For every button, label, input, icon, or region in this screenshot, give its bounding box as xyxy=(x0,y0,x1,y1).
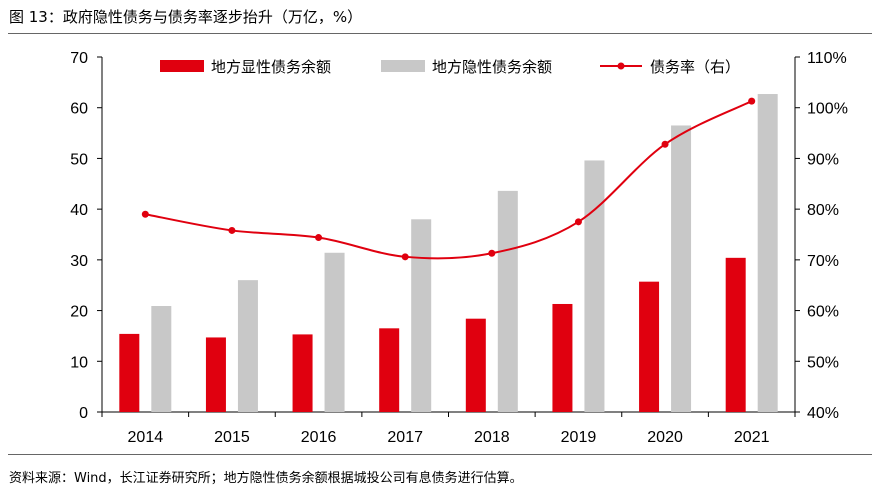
hidden-debt-bar xyxy=(411,219,432,412)
explicit-debt-bar xyxy=(292,334,313,412)
left-tick-label: 20 xyxy=(70,304,88,321)
x-tick-label: 2021 xyxy=(734,429,770,446)
hidden-debt-bar xyxy=(324,252,345,412)
x-tick-label: 2020 xyxy=(647,429,683,446)
combo-chart: 0 10 20 30 40 50 60 70 40% 50% 60% 70% 80% 90% 100% 110… xyxy=(70,50,848,446)
x-tick-label: 2019 xyxy=(561,429,597,446)
ratio-point xyxy=(574,218,582,226)
hidden-debt-bar xyxy=(497,190,518,412)
title-divider xyxy=(8,33,872,34)
x-tick-label: 2015 xyxy=(214,429,250,446)
ratio-point xyxy=(488,249,496,257)
left-tick-label: 0 xyxy=(79,405,88,422)
explicit-debt-bar xyxy=(552,303,573,412)
ratio-point xyxy=(748,97,756,105)
x-tick-label: 2016 xyxy=(301,429,337,446)
right-tick-label: 70% xyxy=(807,253,839,270)
right-tick-label: 40% xyxy=(807,405,839,422)
source-note: 资料来源：Wind，长江证券研究所；地方隐性债务余额根据城投公司有息债务进行估算… xyxy=(9,471,523,486)
right-tick-label: 100% xyxy=(807,101,848,118)
legend-explicit-swatch xyxy=(160,60,204,72)
right-tick-label: 50% xyxy=(807,354,839,371)
ratio-point xyxy=(228,226,236,234)
legend-ratio-marker xyxy=(617,62,625,70)
left-tick-label: 60 xyxy=(70,101,88,118)
left-tick-label: 50 xyxy=(70,151,88,168)
source-divider xyxy=(8,454,872,455)
ratio-point xyxy=(315,234,323,242)
left-tick-label: 70 xyxy=(70,50,88,67)
x-tick-label: 2014 xyxy=(128,429,164,446)
hidden-debt-bar xyxy=(237,280,258,412)
ratio-point xyxy=(401,253,409,261)
ratio-point xyxy=(661,140,669,148)
explicit-debt-bar xyxy=(205,337,226,412)
left-tick-label: 30 xyxy=(70,253,88,270)
legend-hidden-swatch xyxy=(381,60,425,72)
hidden-debt-bar xyxy=(584,160,605,412)
right-tick-label: 80% xyxy=(807,202,839,219)
right-tick-label: 60% xyxy=(807,304,839,321)
x-tick-label: 2018 xyxy=(474,429,510,446)
hidden-debt-bar xyxy=(757,94,778,413)
legend-hidden-label: 地方隐性债务余额 xyxy=(432,58,552,76)
explicit-debt-bar xyxy=(639,281,660,412)
ratio-point xyxy=(141,210,149,218)
legend-explicit-label: 地方显性债务余额 xyxy=(211,58,331,76)
left-tick-label: 10 xyxy=(70,354,88,371)
legend-ratio-label: 债务率（右） xyxy=(650,58,740,76)
x-tick-label: 2017 xyxy=(387,429,423,446)
ratio-line xyxy=(141,97,756,261)
explicit-debt-bar xyxy=(465,318,486,412)
explicit-debt-bar xyxy=(379,328,400,412)
explicit-debt-bar xyxy=(725,257,746,412)
right-tick-label: 90% xyxy=(807,151,839,168)
hidden-debt-bar xyxy=(151,306,172,412)
chart-title: 图 13：政府隐性债务与债务率逐步抬升（万亿，%） xyxy=(9,8,363,26)
right-tick-label: 110% xyxy=(807,50,847,67)
left-tick-label: 40 xyxy=(70,202,88,219)
chart-legend: 地方显性债务余额 地方隐性债务余额 债务率（右） xyxy=(160,58,740,76)
chart-axes: 0 10 20 30 40 50 60 70 40% 50% 60% 70% 80% 90% 100% 110… xyxy=(70,50,848,446)
chart-bars xyxy=(119,94,778,413)
ratio-line-path xyxy=(145,100,753,260)
hidden-debt-bar xyxy=(671,125,692,412)
explicit-debt-bar xyxy=(119,333,140,412)
